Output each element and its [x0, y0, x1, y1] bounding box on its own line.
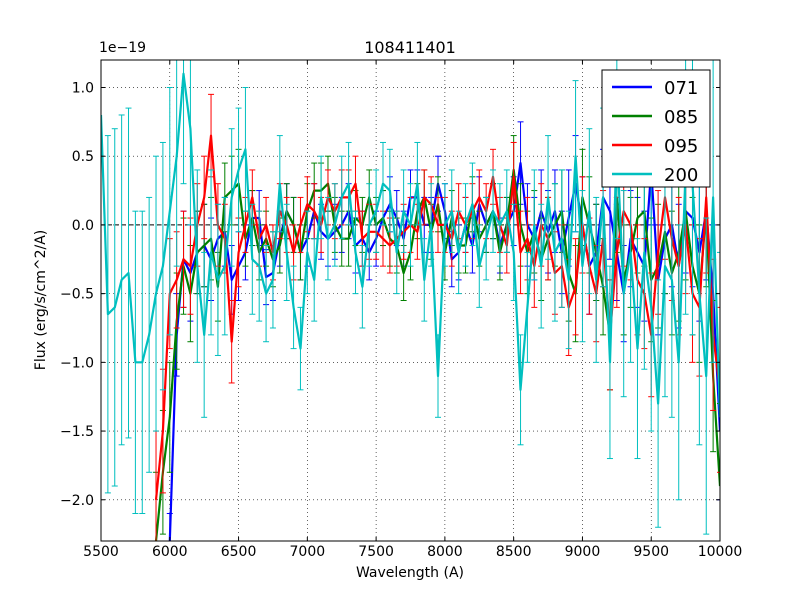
legend-label-095: 095 [664, 136, 698, 157]
plot-frame [100, 59, 721, 542]
ticks [100, 60, 721, 541]
y-tick-labels: −2.0 −1.5 −1.0 −0.5 0.0 0.5 1.0 [60, 80, 94, 508]
y-tick-label: 1.0 [72, 80, 94, 96]
chart-title: 108411401 [364, 38, 456, 57]
y-tick-label: −2.0 [60, 493, 94, 509]
x-tick-label: 6500 [221, 544, 257, 560]
x-tick-label: 6000 [152, 544, 188, 560]
legend-label-200: 200 [664, 165, 698, 186]
x-axis-label: Wavelength (A) [356, 565, 464, 581]
legend-box [601, 69, 711, 188]
legend: 071 085 095 200 [601, 69, 711, 188]
y-tick-label: 0.5 [72, 149, 94, 165]
x-tick-labels: 5500 6000 6500 7000 7500 8000 8500 9000 9500 1000… [83, 544, 742, 560]
legend-label-085: 085 [664, 107, 698, 128]
y-tick-label: 0.0 [72, 218, 94, 234]
x-tick-label: 9500 [633, 544, 669, 560]
y-tick-label: −1.0 [60, 355, 94, 371]
y-tick-label: −0.5 [60, 287, 94, 303]
y-multiplier-label: 1e−19 [99, 40, 146, 56]
x-tick-label: 8000 [427, 544, 463, 560]
legend-label-071: 071 [664, 78, 698, 99]
x-tick-label: 9000 [565, 544, 601, 560]
x-tick-label: 10000 [698, 544, 743, 560]
x-tick-label: 7500 [358, 544, 394, 560]
y-axis-label: Flux (erg/s/cm^2/A) [33, 230, 49, 370]
x-tick-label: 8500 [496, 544, 532, 560]
x-tick-label: 5500 [83, 544, 119, 560]
x-tick-label: 7000 [290, 544, 326, 560]
y-tick-label: −1.5 [60, 424, 94, 440]
